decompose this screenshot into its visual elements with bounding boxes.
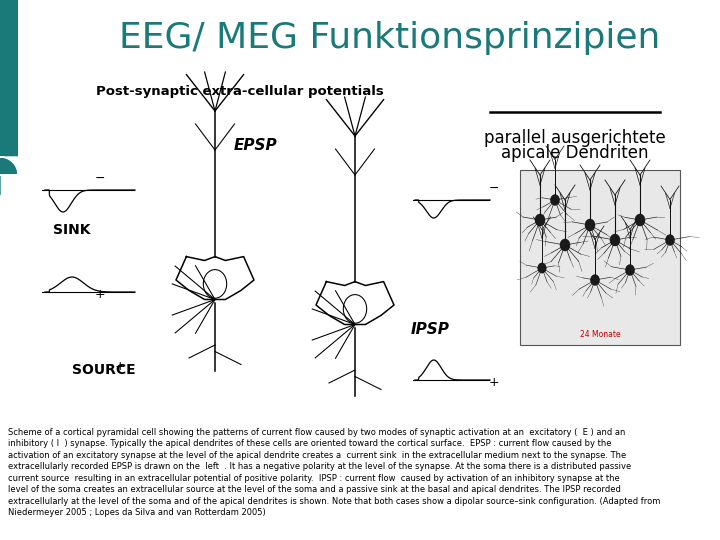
Text: SOURCE: SOURCE — [72, 363, 135, 377]
Text: EPSP: EPSP — [233, 138, 276, 152]
Polygon shape — [0, 157, 18, 175]
Text: +: + — [95, 288, 105, 301]
Ellipse shape — [626, 265, 634, 275]
Text: parallel ausgerichtete: parallel ausgerichtete — [484, 129, 666, 147]
Ellipse shape — [585, 219, 595, 231]
Ellipse shape — [535, 214, 545, 226]
Ellipse shape — [610, 234, 620, 246]
Ellipse shape — [560, 239, 570, 251]
Text: apicale Dendriten: apicale Dendriten — [501, 144, 649, 162]
Ellipse shape — [665, 234, 675, 245]
Text: Post-synaptic extra-cellular potentials: Post-synaptic extra-cellular potentials — [96, 85, 384, 98]
Ellipse shape — [635, 214, 645, 226]
Text: −: − — [489, 182, 499, 195]
Text: Scheme of a cortical pyramidal cell showing the patterns of current flow caused : Scheme of a cortical pyramidal cell show… — [8, 428, 660, 517]
Text: +: + — [114, 360, 125, 373]
Text: −: − — [95, 172, 105, 185]
Polygon shape — [0, 95, 18, 195]
Bar — [0, 0, 18, 175]
Text: SINK: SINK — [53, 223, 91, 237]
Ellipse shape — [551, 194, 559, 205]
Ellipse shape — [590, 275, 600, 286]
Text: +: + — [489, 376, 499, 389]
Text: EEG/ MEG Funktionsprinzipien: EEG/ MEG Funktionsprinzipien — [120, 21, 661, 55]
Text: 24 Monate: 24 Monate — [580, 330, 621, 339]
Ellipse shape — [538, 263, 546, 273]
Text: IPSP: IPSP — [410, 322, 449, 338]
Bar — [520, 170, 680, 345]
